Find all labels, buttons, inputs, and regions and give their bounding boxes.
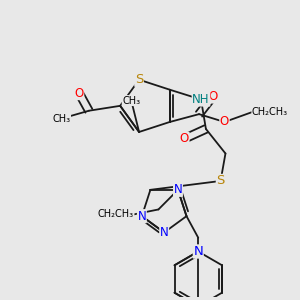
Text: O: O [220,116,229,128]
Text: N: N [137,210,146,223]
Text: CH₂CH₃: CH₂CH₃ [252,107,288,117]
Text: S: S [135,73,143,86]
Text: O: O [208,90,218,103]
Text: S: S [216,175,225,188]
Text: N: N [160,226,169,239]
Text: N: N [174,183,182,196]
Text: O: O [180,132,189,145]
Text: NH: NH [192,93,210,106]
Text: CH₂CH₃: CH₂CH₃ [98,209,134,219]
Text: CH₃: CH₃ [122,96,140,106]
Text: N: N [194,245,203,258]
Text: CH₃: CH₃ [52,114,70,124]
Text: O: O [74,87,84,100]
